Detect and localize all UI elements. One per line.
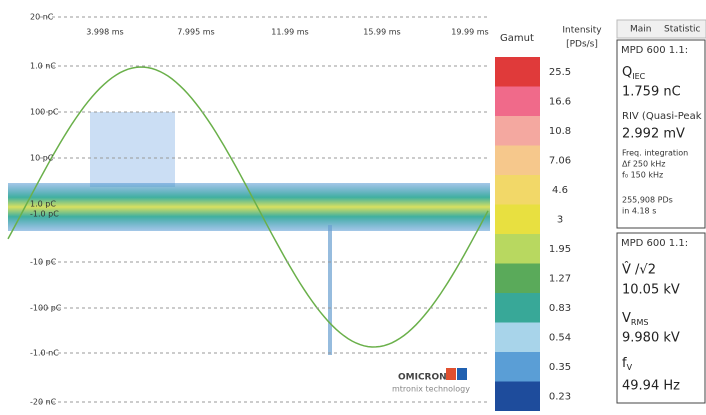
pd-cluster [90, 112, 175, 187]
gamut-swatch [495, 322, 540, 352]
tab[interactable]: Statistic [664, 25, 701, 35]
label: f₀ 150 kHz [622, 171, 663, 180]
gamut-label: 16.6 [549, 96, 571, 107]
x-tick-label: 11.99 ms [271, 28, 308, 37]
subscript: V [627, 363, 633, 372]
tabs: Main Statistic [616, 19, 706, 39]
label: Freq. integration [622, 149, 688, 158]
gamut-label: 1.27 [549, 273, 571, 284]
gamut-swatch [495, 352, 540, 382]
gamut-swatch [495, 204, 540, 234]
label: VRMS [622, 311, 648, 327]
gamut-unit: [PDs/s] [566, 40, 598, 50]
y-tick-label: 1.0 nC [30, 62, 56, 71]
gamut-swatch [495, 293, 540, 323]
y-tick-label: 100 pC [30, 108, 59, 117]
label: Δf 250 kHz [622, 160, 666, 169]
y-tick-label: 1.0 pC [30, 200, 56, 209]
symbol: Q [622, 65, 632, 80]
panel: MPD 600 1.1: QIEC 1.759 nC RIV (Quasi-Pe… [616, 39, 706, 229]
subscript: IEC [632, 72, 645, 81]
gamut-label: 1.95 [549, 244, 571, 255]
label: fV [622, 356, 633, 372]
y-tick-label: -1.0 nC [30, 349, 59, 358]
gamut-label: 0.54 [549, 332, 571, 343]
gamut-label: 0.23 [549, 391, 571, 402]
pd-spike [328, 225, 332, 355]
symbol: f [622, 356, 627, 371]
gamut-unit-title: Intensity [562, 26, 602, 36]
y-tick-label: -1.0 pC [30, 210, 59, 219]
panel: MPD 600 1.1: V̂ /√2 10.05 kV VRMS 9.980 … [616, 232, 706, 404]
gamut-title: Gamut [500, 33, 534, 44]
label: V̂ /√2 [622, 262, 656, 277]
tab-bar [616, 19, 706, 39]
value: 9.980 kV [622, 331, 680, 346]
x-tick-label: 15.99 ms [363, 28, 400, 37]
gamut-swatch [495, 86, 540, 116]
gamut-swatch [495, 116, 540, 146]
voltage-sine [7, 66, 489, 348]
label: RIV (Quasi-Peak [622, 111, 702, 122]
gamut-swatch [495, 145, 540, 175]
subscript: RMS [631, 318, 649, 327]
logo-icon [457, 368, 467, 380]
y-tick-label: 20 nC [30, 13, 54, 22]
logo: OMICRON [398, 373, 447, 383]
y-tick-label: -100 pC [30, 304, 62, 313]
value: 10.05 kV [622, 283, 680, 298]
value: 49.94 Hz [622, 379, 680, 394]
tab[interactable]: Main [630, 25, 652, 35]
x-tick-label: 7.995 ms [177, 28, 214, 37]
label: 255,908 PDs [622, 196, 673, 205]
panel-frame [616, 232, 706, 404]
y-tick-label: 10 pC [30, 154, 54, 163]
gamut-swatch [495, 263, 540, 293]
gamut-label: 0.83 [549, 303, 571, 314]
gamut-label: 4.6 [552, 185, 568, 196]
label: QIEC [622, 65, 646, 81]
gamut-label: 3 [557, 214, 563, 225]
prpd-plot: OMICRON mtronix technology 20 nC 1.0 nC 10… [7, 12, 490, 407]
logo-sub: mtronix technology [392, 385, 470, 394]
label: in 4.18 s [622, 207, 656, 216]
value: 1.759 nC [622, 85, 681, 100]
symbol: V [622, 311, 631, 326]
x-tick-label: 3.998 ms [86, 28, 123, 37]
logo-icon [446, 368, 456, 380]
x-tick-label: 19.99 ms [451, 28, 488, 37]
panel-frame [616, 39, 706, 229]
gamut-swatch [495, 234, 540, 264]
gamut-label: 7.06 [549, 155, 571, 166]
y-tick-label: -20 nC [30, 398, 57, 407]
gamut-swatch [495, 175, 540, 205]
gamut-label: 25.5 [549, 67, 571, 78]
y-tick-label: -10 pC [30, 258, 57, 267]
gamut-label: 0.35 [549, 362, 571, 373]
panel-header: MPD 600 1.1: [621, 238, 688, 249]
gamut-label: 10.8 [549, 126, 571, 137]
value: 2.992 mV [622, 127, 685, 142]
gamut-swatch [495, 57, 540, 87]
gamut-swatch [495, 381, 540, 411]
panel-header: MPD 600 1.1: [621, 45, 688, 56]
